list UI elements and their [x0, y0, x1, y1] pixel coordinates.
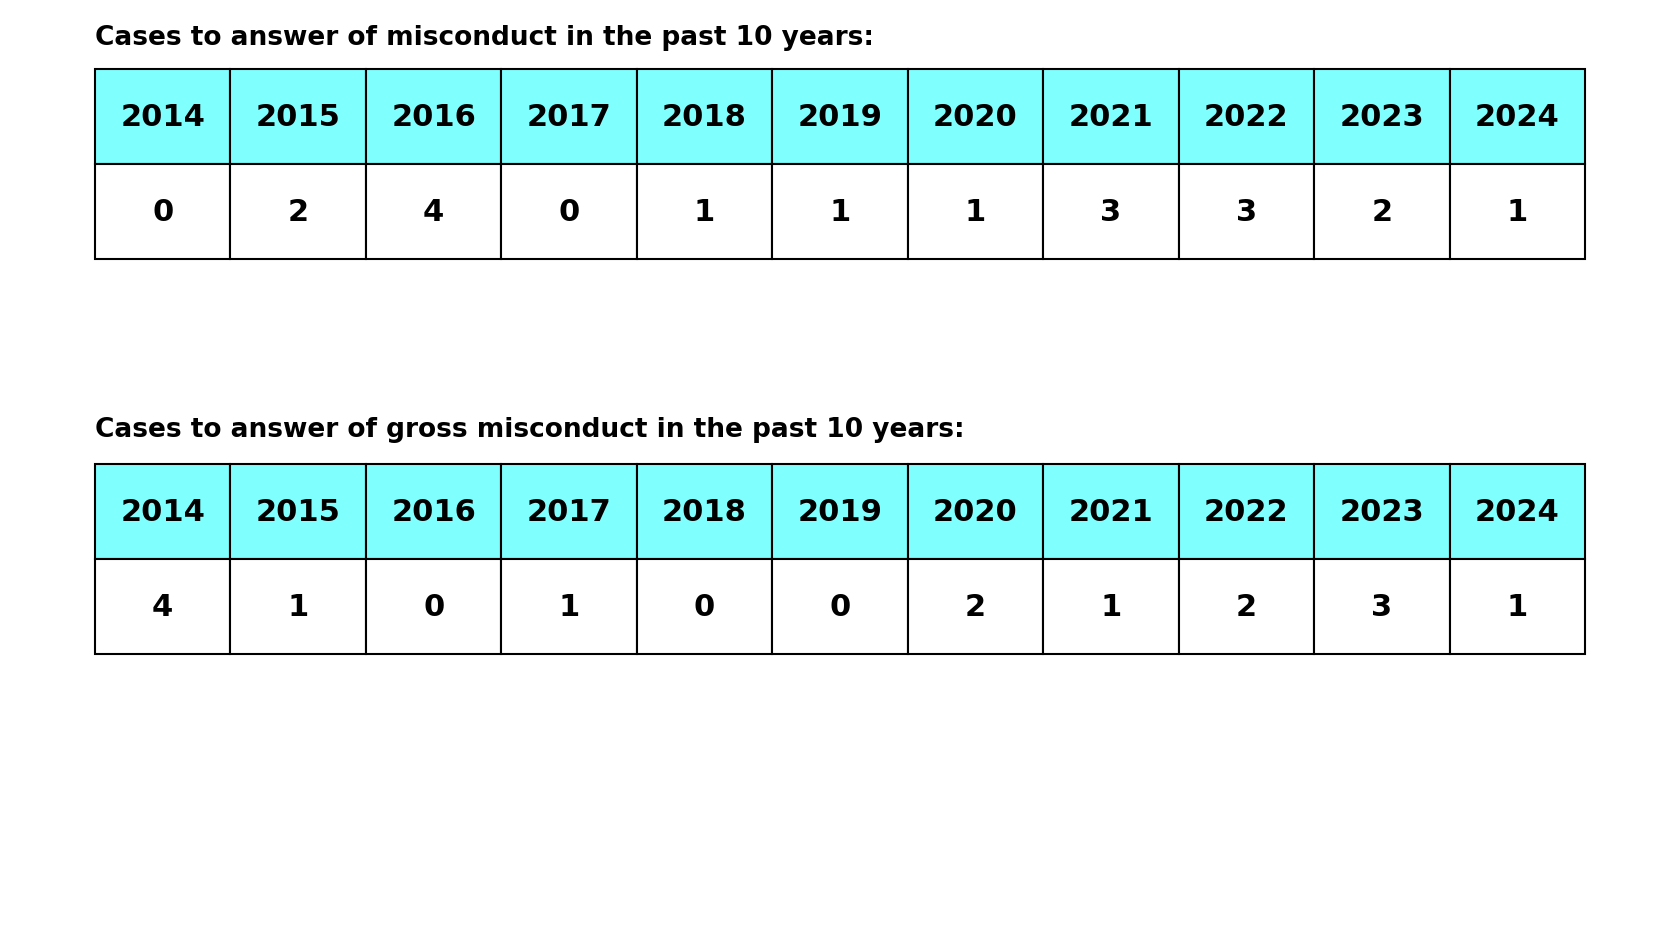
Bar	[501, 464, 637, 560]
Bar	[1450, 464, 1584, 560]
Text: 2018: 2018	[662, 497, 748, 527]
Text: 2017: 2017	[528, 497, 612, 527]
Text: 3: 3	[1100, 198, 1122, 227]
Text: 2017: 2017	[528, 103, 612, 132]
Text: 1: 1	[558, 593, 580, 621]
Text: 2: 2	[1371, 198, 1393, 227]
Text: 1: 1	[694, 198, 716, 227]
Text: 3: 3	[1236, 198, 1257, 227]
Bar	[501, 70, 637, 165]
Text: 2016: 2016	[391, 497, 475, 527]
Text: 1: 1	[1100, 593, 1122, 621]
Bar	[773, 560, 907, 654]
Bar	[1043, 70, 1179, 165]
Text: 2: 2	[1236, 593, 1257, 621]
Bar	[1314, 165, 1450, 260]
Bar	[773, 70, 907, 165]
Bar	[230, 560, 366, 654]
Text: 2021: 2021	[1068, 497, 1152, 527]
Bar	[96, 560, 230, 654]
Bar	[1450, 70, 1584, 165]
Bar	[1314, 560, 1450, 654]
Text: 2024: 2024	[1475, 103, 1559, 132]
Text: 0: 0	[153, 198, 173, 227]
Bar	[1179, 560, 1314, 654]
Bar	[907, 560, 1043, 654]
Text: 4: 4	[153, 593, 173, 621]
Text: 2022: 2022	[1205, 497, 1289, 527]
Text: 2: 2	[287, 198, 309, 227]
Bar	[1450, 165, 1584, 260]
Bar	[637, 560, 773, 654]
Text: Cases to answer of gross misconduct in the past 10 years:: Cases to answer of gross misconduct in t…	[96, 416, 964, 443]
Bar	[1043, 165, 1179, 260]
Bar	[637, 165, 773, 260]
Bar	[366, 70, 501, 165]
Text: 2018: 2018	[662, 103, 748, 132]
Bar	[907, 70, 1043, 165]
Text: 0: 0	[830, 593, 850, 621]
Text: 2015: 2015	[255, 497, 341, 527]
Text: 3: 3	[1371, 593, 1393, 621]
Bar	[366, 560, 501, 654]
Bar	[1043, 464, 1179, 560]
Text: Cases to answer of misconduct in the past 10 years:: Cases to answer of misconduct in the pas…	[96, 25, 874, 51]
Text: 1: 1	[830, 198, 850, 227]
Text: 4: 4	[423, 198, 444, 227]
Bar	[773, 165, 907, 260]
Bar	[637, 70, 773, 165]
Text: 2014: 2014	[121, 103, 205, 132]
Bar	[501, 165, 637, 260]
Text: 2020: 2020	[932, 103, 1018, 132]
Text: 0: 0	[694, 593, 716, 621]
Text: 2020: 2020	[932, 497, 1018, 527]
Bar	[501, 560, 637, 654]
Text: 2019: 2019	[798, 497, 882, 527]
Bar	[1179, 165, 1314, 260]
Text: 2023: 2023	[1339, 103, 1425, 132]
Text: 2016: 2016	[391, 103, 475, 132]
Bar	[1043, 560, 1179, 654]
Text: 1: 1	[1507, 593, 1527, 621]
Text: 2019: 2019	[798, 103, 882, 132]
Bar	[230, 70, 366, 165]
Text: 2022: 2022	[1205, 103, 1289, 132]
Bar	[366, 165, 501, 260]
Text: 2024: 2024	[1475, 497, 1559, 527]
Bar	[96, 70, 230, 165]
Bar	[96, 165, 230, 260]
Text: 0: 0	[423, 593, 444, 621]
Bar	[1179, 70, 1314, 165]
Bar	[773, 464, 907, 560]
Bar	[907, 165, 1043, 260]
Text: 0: 0	[558, 198, 580, 227]
Bar	[366, 464, 501, 560]
Text: 1: 1	[1507, 198, 1527, 227]
Text: 1: 1	[964, 198, 986, 227]
Text: 2014: 2014	[121, 497, 205, 527]
Bar	[637, 464, 773, 560]
Text: 2021: 2021	[1068, 103, 1152, 132]
Bar	[1314, 464, 1450, 560]
Text: 2023: 2023	[1339, 497, 1425, 527]
Bar	[907, 464, 1043, 560]
Text: 1: 1	[287, 593, 309, 621]
Bar	[1450, 560, 1584, 654]
Bar	[96, 464, 230, 560]
Bar	[230, 464, 366, 560]
Bar	[1179, 464, 1314, 560]
Text: 2: 2	[964, 593, 986, 621]
Bar	[1314, 70, 1450, 165]
Bar	[230, 165, 366, 260]
Text: 2015: 2015	[255, 103, 341, 132]
